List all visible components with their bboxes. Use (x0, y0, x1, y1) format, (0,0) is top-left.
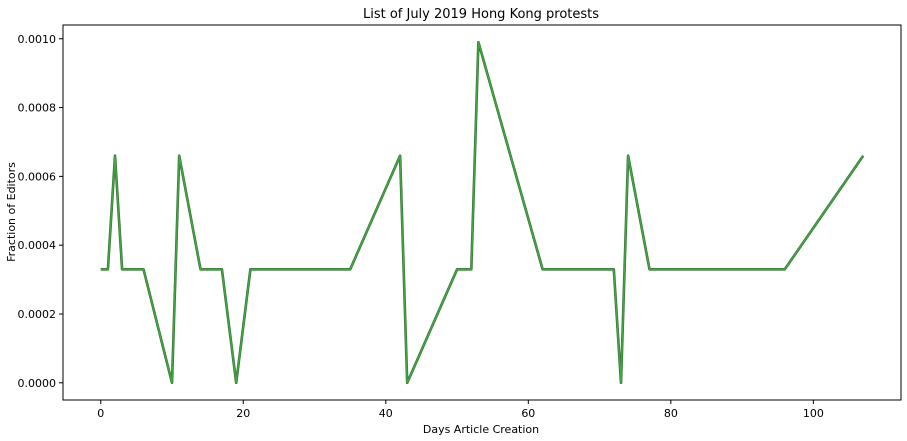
y-tick-label: 0.0010 (18, 33, 57, 46)
x-tick-label: 80 (664, 407, 678, 420)
y-axis-ticks: 0.0000 0.0002 0.0004 0.0006 0.0008 0.0010 (18, 33, 63, 390)
y-tick-label: 0.0004 (18, 239, 57, 252)
plot-area (62, 24, 902, 401)
x-tick-label: 20 (236, 407, 250, 420)
x-tick-label: 100 (803, 407, 824, 420)
y-tick-label: 0.0006 (18, 170, 57, 183)
series-line-0 (100, 41, 864, 384)
axes-frame (62, 24, 902, 401)
x-axis-title: Days Article Creation (423, 423, 539, 436)
x-tick-label: 0 (97, 407, 104, 420)
y-axis-title: Fraction of Editors (5, 162, 18, 262)
x-tick-label: 40 (379, 407, 393, 420)
y-tick-label: 0.0008 (18, 102, 57, 115)
y-tick-label: 0.0000 (18, 377, 57, 390)
x-tick-label: 60 (521, 407, 535, 420)
x-axis-ticks: 0 20 40 60 80 100 (97, 400, 824, 420)
y-tick-label: 0.0002 (18, 308, 57, 321)
series-line-shadow-0 (100, 40, 865, 385)
chart-title: List of July 2019 Hong Kong protests (363, 7, 599, 22)
